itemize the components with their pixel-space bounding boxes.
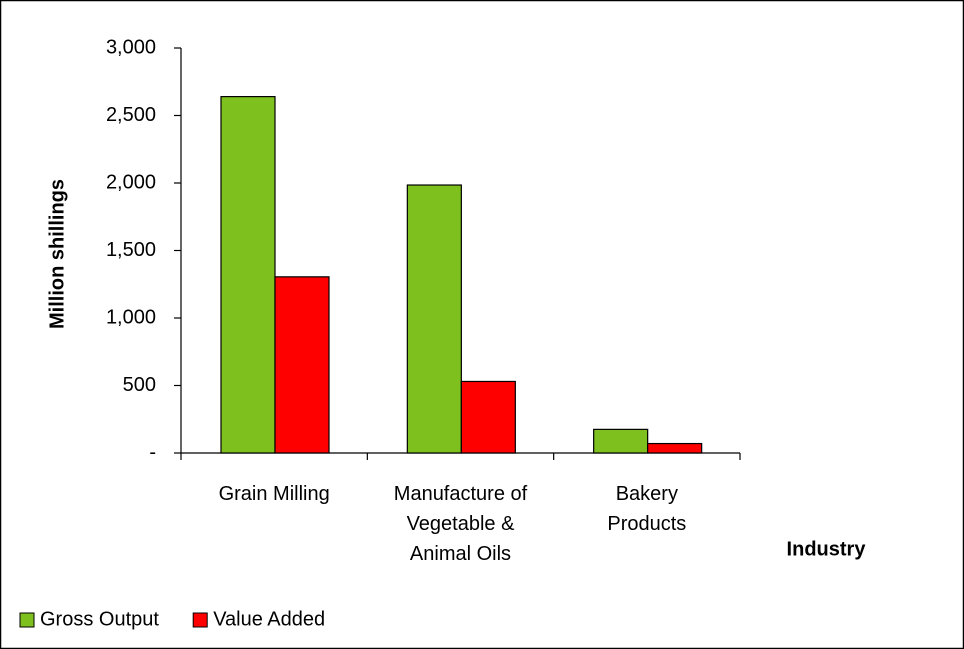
bar-gross-output — [220, 95, 276, 454]
y-tick-label: 500 — [123, 374, 156, 396]
x-category-label: Manufacture of Vegetable & Animal Oils — [394, 483, 528, 565]
x-category-label: Grain Milling — [219, 483, 330, 505]
bar-value-added — [460, 380, 516, 454]
y-tick-label: 1,500 — [106, 239, 156, 261]
x-axis-title: Industry — [787, 538, 867, 560]
y-tick-label: - — [149, 441, 156, 463]
x-category-label: Bakery Products — [607, 483, 686, 535]
y-tick-label: 3,000 — [106, 36, 156, 58]
bar-value-added — [647, 442, 703, 454]
y-axis-title: Million shillings — [46, 179, 68, 329]
bar-gross-output — [406, 184, 462, 454]
bar-value-added — [274, 276, 330, 454]
legend: Gross Output Value Added — [19, 608, 325, 630]
legend-swatch — [192, 612, 208, 628]
y-axis-ticks: - 500 1,000 1,500 2,000 2,500 3,000 — [106, 36, 181, 463]
legend-swatch — [19, 612, 35, 628]
x-axis-categories: Grain Milling Manufacture of Vegetable & An… — [180, 453, 741, 565]
y-tick-label: 2,500 — [106, 104, 156, 126]
legend-label: Gross Output — [40, 608, 159, 630]
legend-label: Value Added — [213, 608, 325, 630]
y-tick-label: 2,000 — [106, 171, 156, 193]
y-tick-label: 1,000 — [106, 306, 156, 328]
bar-gross-output — [593, 428, 649, 454]
